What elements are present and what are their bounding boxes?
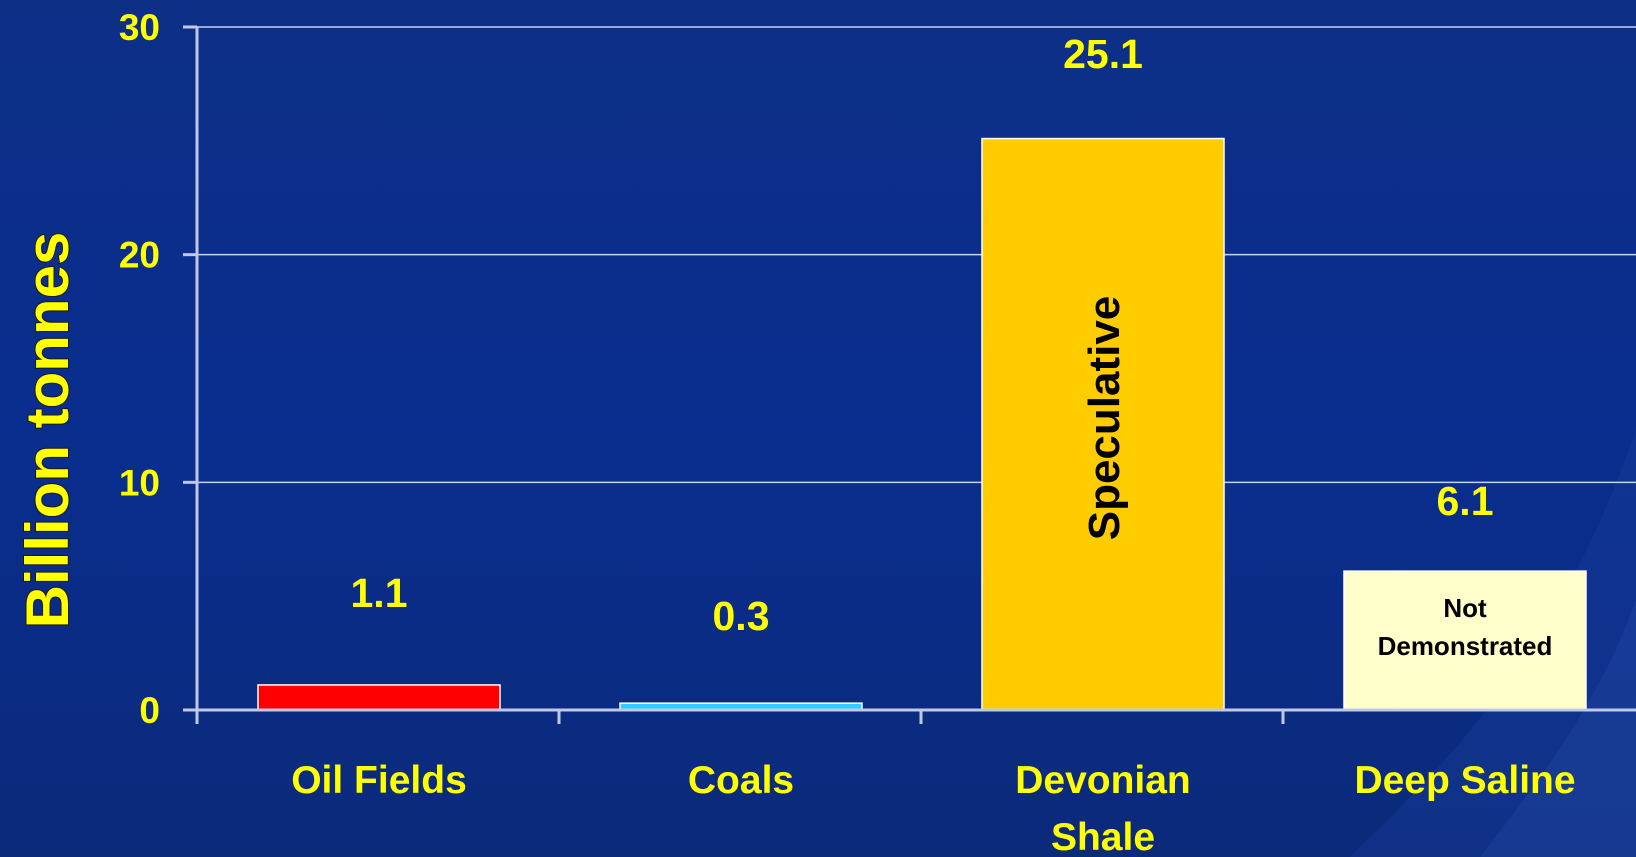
bars (257, 137, 1587, 711)
x-category-label: Deep Saline (1354, 759, 1575, 802)
x-category-label: Oil Fields (291, 759, 467, 802)
bar-annotation-speculative: Speculative (1080, 296, 1129, 541)
bar-annotations: Speculative Not Demonstrated (1080, 296, 1552, 661)
background-swirl (1350, 430, 1636, 857)
background-swirl-2 (1480, 600, 1636, 857)
y-tick-label: 0 (139, 690, 160, 731)
y-tick-label: 10 (119, 462, 160, 503)
y-tick-label: 20 (119, 235, 160, 276)
y-tick-label: 30 (119, 7, 160, 48)
gridlines (197, 26, 1636, 484)
value-label: 1.1 (351, 570, 408, 616)
y-axis-label: Billion tonnes (14, 232, 81, 629)
x-category-label: Devonian Shale (1015, 759, 1191, 857)
axes (183, 25, 1636, 724)
x-category-label: Coals (688, 759, 794, 802)
bar-annotation-not-demonstrated: Not Demonstrated (1378, 593, 1553, 661)
bar-devonian-shale (981, 137, 1225, 711)
value-labels: 1.1 0.3 25.1 6.1 (351, 31, 1494, 639)
y-tick-labels: 0 10 20 30 (119, 7, 160, 731)
bar-oil-fields (257, 684, 501, 711)
value-label: 0.3 (713, 593, 770, 639)
value-label: 25.1 (1063, 31, 1143, 77)
x-category-labels: Oil Fields Coals Devonian Shale Deep Saline (291, 759, 1575, 857)
value-label: 6.1 (1437, 478, 1494, 524)
